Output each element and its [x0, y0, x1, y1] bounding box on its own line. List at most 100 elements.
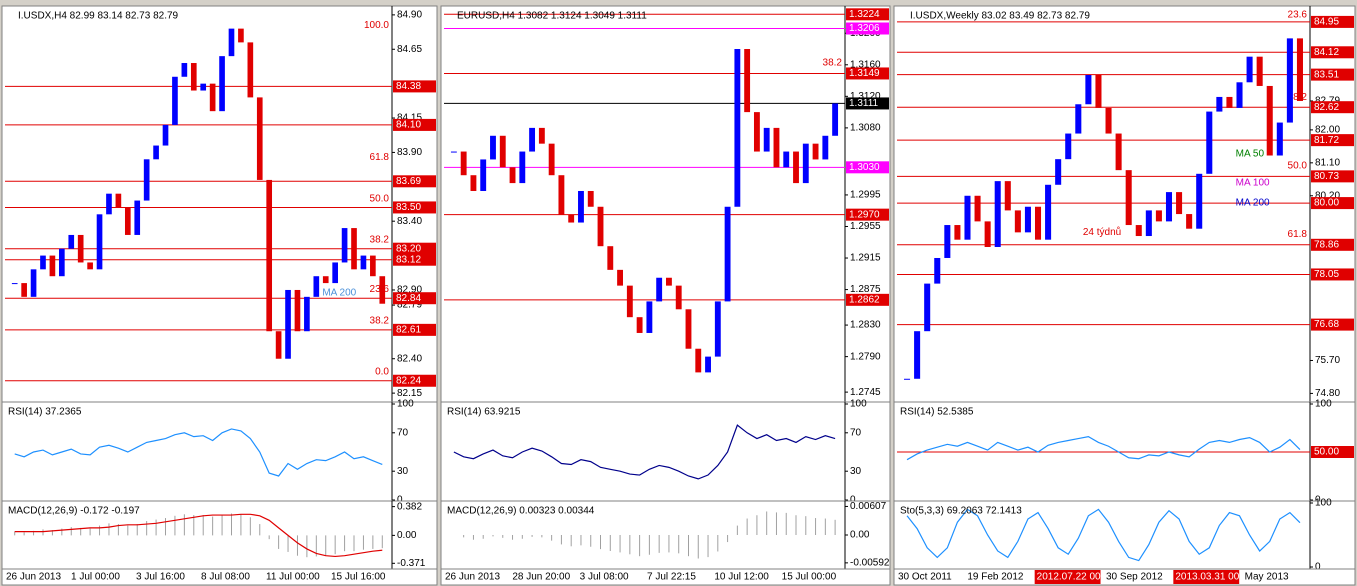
y-tick-label: 84.90	[397, 10, 422, 21]
candle	[626, 285, 633, 318]
y-tick-label: 100	[850, 399, 867, 410]
indicator-line	[14, 428, 383, 477]
candle	[40, 255, 46, 270]
candle	[538, 127, 545, 144]
level-label: 1.3224	[849, 9, 880, 20]
candle	[21, 283, 27, 297]
indicator-header: RSI(14) 37.2365	[8, 407, 82, 418]
level-box	[1311, 134, 1354, 147]
x-tick-label: 8 Jul 08:00	[201, 572, 250, 583]
level-box	[393, 118, 436, 131]
candle	[341, 228, 348, 263]
level-box	[393, 374, 436, 387]
y-tick-label: -0.371	[397, 558, 426, 569]
candle	[124, 207, 131, 235]
y-tick-label: 1.3120	[850, 91, 881, 102]
pane	[893, 5, 1356, 403]
candle	[519, 151, 526, 184]
candle	[30, 269, 37, 297]
y-tick-label: 1.2745	[850, 387, 881, 398]
candle	[783, 151, 790, 168]
level-label: 84.10	[396, 120, 421, 131]
candle	[984, 221, 991, 248]
level-box	[1311, 318, 1354, 331]
candle	[558, 175, 565, 215]
candle	[490, 135, 496, 160]
x-tick-label: 28 Jun 20:00	[512, 572, 570, 583]
candle	[1286, 38, 1293, 123]
y-tick-label: 84.65	[397, 44, 422, 55]
candle	[1065, 133, 1072, 160]
candle	[974, 195, 981, 222]
candle	[313, 276, 320, 297]
level-label: 1.2862	[849, 294, 880, 305]
level-box	[1311, 170, 1354, 183]
level-label: 84.95	[1314, 17, 1339, 28]
x-tick-label: 30 Oct 2011	[898, 572, 952, 583]
fib-label: 50.0	[1288, 161, 1308, 172]
candle	[294, 289, 301, 332]
candle	[666, 277, 672, 286]
candle	[685, 309, 692, 349]
x-tick-label: 26 Jun 2013	[445, 572, 500, 583]
level-box	[846, 293, 889, 306]
candle	[753, 112, 760, 152]
fib-label: 38.2	[370, 235, 390, 246]
level-label: 83.20	[396, 243, 421, 254]
pane	[893, 500, 1356, 570]
signal-line	[14, 513, 383, 558]
level-label: 50.00	[1314, 447, 1339, 458]
level-label: 82.62	[1314, 102, 1339, 113]
candle	[548, 143, 555, 176]
candle	[275, 331, 282, 359]
level-label: 83.69	[396, 176, 421, 187]
level-box	[1311, 46, 1354, 59]
candle	[744, 49, 751, 113]
indicator-header: RSI(14) 63.9215	[447, 407, 521, 418]
candle	[578, 190, 584, 223]
x-tick-label: 15 Jul 00:00	[782, 572, 837, 583]
candle	[332, 262, 338, 284]
candle	[499, 135, 506, 168]
y-tick-label: 84.15	[397, 113, 422, 124]
candle	[568, 214, 575, 223]
candle	[11, 283, 18, 285]
candle	[1095, 74, 1102, 108]
y-tick-label: 1.2955	[850, 221, 881, 232]
candle	[1226, 96, 1233, 108]
y-tick-label: 100	[397, 399, 414, 410]
x-tick-label: 15 Jul 16:00	[331, 572, 386, 583]
indicator-line	[906, 508, 1301, 562]
level-label: 83.12	[396, 254, 421, 265]
candle	[529, 127, 536, 152]
candle	[1145, 210, 1152, 237]
y-tick-label: 70	[397, 427, 409, 438]
x-tick-label: May 2013	[1245, 572, 1289, 583]
candle	[153, 145, 159, 160]
candle	[904, 378, 911, 380]
level-box	[393, 323, 436, 336]
candle	[1034, 206, 1042, 240]
y-tick-label: 1.3160	[850, 59, 881, 70]
level-label: 82.24	[396, 375, 421, 386]
candle	[934, 257, 941, 284]
candle	[1075, 104, 1082, 134]
candle	[96, 214, 103, 270]
candle	[228, 28, 235, 57]
indicator-header: MACD(12,26,9) -0.172 -0.197	[8, 506, 140, 517]
level-box	[393, 201, 436, 214]
level-label: 80.73	[1314, 171, 1339, 182]
y-tick-label: 1.2875	[850, 284, 881, 295]
candle	[944, 225, 951, 258]
fib-label: 23.6	[1288, 9, 1308, 20]
level-label: 1.3030	[849, 162, 880, 173]
y-tick-label: 82.00	[1315, 125, 1340, 136]
y-tick-label: 30	[850, 466, 862, 477]
candle	[914, 331, 921, 379]
candle	[1276, 122, 1283, 156]
indicator-header: Sto(5,3,3) 69.2063 72.1413	[900, 506, 1022, 517]
y-tick-label: 70	[850, 427, 862, 438]
y-tick-label: 81.10	[1315, 157, 1340, 168]
candle	[597, 206, 604, 247]
